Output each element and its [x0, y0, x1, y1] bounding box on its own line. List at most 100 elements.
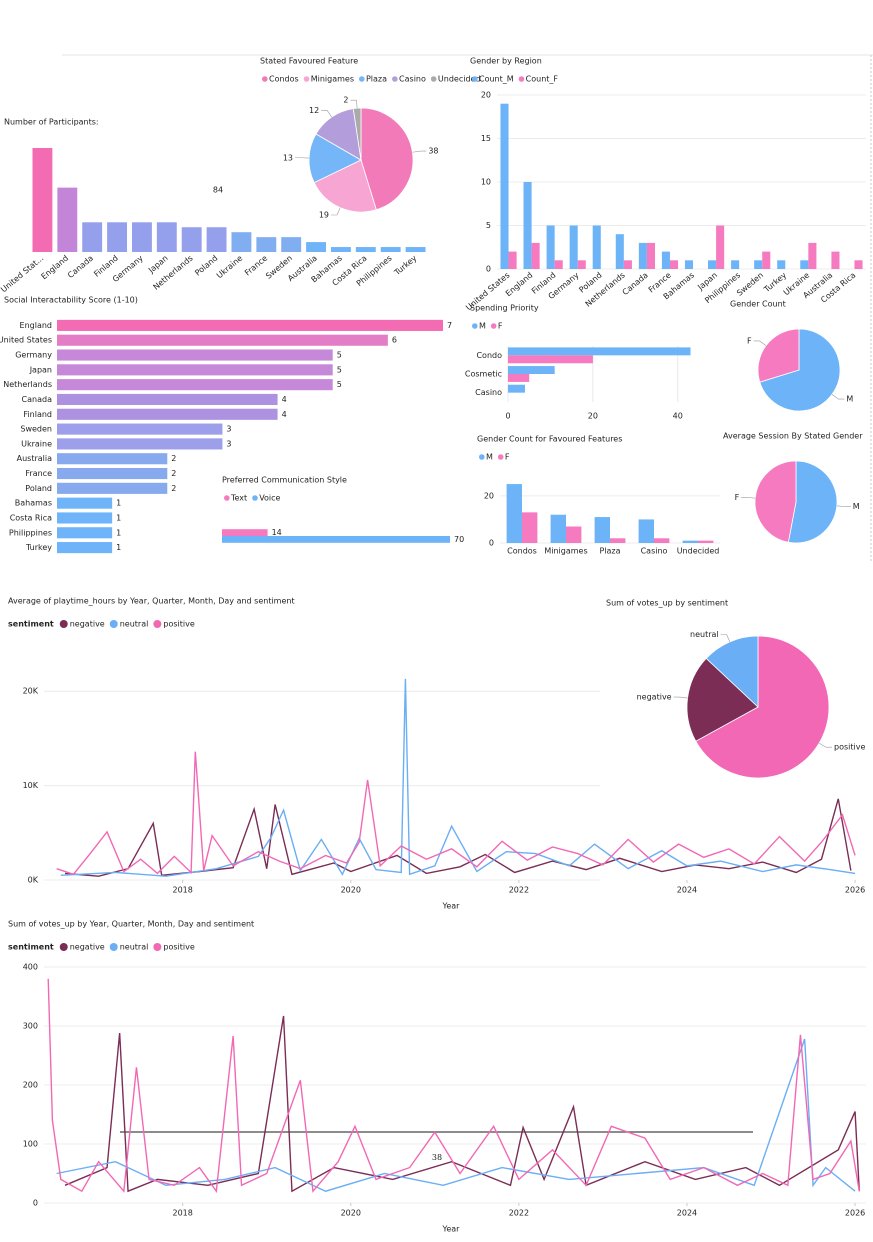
legend-label: Count_F: [526, 75, 559, 84]
x-tick-label: Condos: [507, 547, 537, 556]
pie-slice: [757, 328, 800, 383]
bar: [57, 542, 113, 554]
bar: [646, 242, 655, 269]
data-label: 1: [116, 499, 121, 508]
x-tick-label: 40: [673, 412, 683, 421]
legend-marker: [59, 943, 68, 951]
x-tick-label: 2020: [341, 886, 361, 895]
legend-label: negative: [70, 943, 105, 952]
pie-slice: [787, 460, 838, 544]
leader-line: [321, 110, 332, 118]
y-tick-label: 20K: [23, 687, 39, 696]
chart-title: Social Interactability Score (1-10): [4, 296, 138, 305]
legend-label: neutral: [120, 943, 149, 952]
data-label: 1: [116, 528, 121, 537]
legend-label: Voice: [259, 494, 280, 503]
x-tick-label: 2020: [341, 1209, 361, 1218]
legend-marker: [358, 76, 365, 82]
bar: [57, 408, 278, 420]
y-tick-label: Casino: [475, 388, 502, 397]
legend-label: neutral: [120, 620, 149, 629]
y-tick-label: 20: [481, 91, 491, 100]
x-tick-label: Minigames: [544, 547, 587, 556]
leader-line: [818, 742, 832, 748]
bar: [777, 260, 786, 269]
slice-label: F: [735, 493, 740, 502]
bar: [554, 260, 563, 269]
chart-title: Number of Participants:: [4, 118, 99, 127]
leader-line: [741, 497, 756, 499]
data-label: 2: [171, 454, 176, 463]
x-tick-label: 2026: [845, 886, 865, 895]
bar: [57, 393, 278, 406]
slice-label: 2: [343, 96, 348, 105]
x-tick-label: 2024: [677, 886, 697, 895]
pie-slice: [705, 635, 759, 708]
y-tick-label: Netherlands: [3, 380, 52, 389]
bar: [57, 497, 113, 509]
legend-label: positive: [163, 943, 194, 952]
bar: [831, 251, 840, 269]
chart-title: Stated Favoured Feature: [260, 57, 358, 66]
y-tick-label: 20: [484, 491, 494, 500]
slice-label: F: [747, 336, 752, 345]
y-tick-label: Bahamas: [15, 499, 52, 508]
y-tick-label: 5: [486, 221, 491, 230]
bar: [592, 225, 601, 269]
data-label: 4: [282, 410, 287, 419]
legend-marker: [479, 454, 485, 460]
bar: [256, 237, 277, 252]
bar: [281, 237, 302, 252]
bar: [854, 260, 863, 269]
data-label: 70: [454, 535, 464, 544]
legend-label: Minigames: [311, 75, 354, 84]
data-label: 5: [337, 365, 342, 374]
y-tick-label: 15: [481, 134, 491, 143]
x-tick-label: 2018: [173, 886, 193, 895]
kpi-value: 84: [213, 186, 223, 195]
legend-marker: [59, 620, 68, 628]
bar: [754, 260, 763, 269]
bar: [682, 540, 698, 543]
bar: [594, 517, 610, 543]
y-tick-label: 400: [23, 963, 38, 972]
bar: [508, 251, 517, 269]
y-tick-label: 10K: [23, 781, 39, 790]
legend-marker: [109, 943, 118, 951]
bar: [716, 225, 725, 269]
y-tick-label: Poland: [25, 484, 52, 493]
bar: [57, 379, 333, 391]
y-tick-label: England: [20, 321, 52, 330]
data-label: 1: [116, 513, 121, 522]
y-tick-label: Finland: [23, 410, 52, 419]
x-tick-label: 2026: [845, 1209, 865, 1218]
bar: [82, 222, 103, 252]
y-tick-label: Sweden: [20, 425, 52, 434]
x-tick-label: 2018: [173, 1209, 193, 1218]
bar: [57, 527, 113, 539]
bar: [654, 538, 670, 543]
bar: [57, 423, 223, 435]
pie-slice: [352, 107, 362, 161]
bar: [156, 222, 177, 252]
slice-label: 12: [309, 106, 319, 115]
chart-title: Gender by Region: [470, 57, 542, 66]
y-tick-label: 0: [486, 265, 491, 274]
legend-title: sentiment: [8, 943, 54, 952]
bar: [508, 347, 691, 356]
bar: [546, 225, 555, 269]
bar: [508, 374, 530, 382]
y-tick-label: Costa Rica: [10, 513, 52, 522]
annotation: 38: [432, 1153, 442, 1162]
leader-line: [331, 207, 341, 216]
legend-label: Casino: [399, 75, 426, 84]
y-tick-label: 0K: [28, 876, 39, 885]
leader-line: [673, 696, 688, 699]
legend-marker: [153, 620, 162, 628]
bar: [380, 247, 401, 252]
pie-slice: [754, 460, 797, 543]
slice-label: negative: [637, 693, 672, 702]
y-tick-label: Ukraine: [21, 439, 52, 448]
data-label: 2: [171, 469, 176, 478]
legend-marker: [497, 454, 504, 460]
